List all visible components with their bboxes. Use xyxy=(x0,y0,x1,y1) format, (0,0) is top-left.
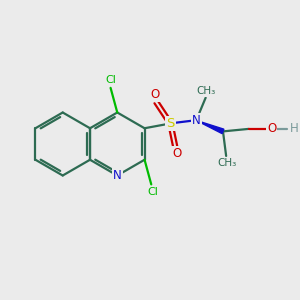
Text: H: H xyxy=(290,122,299,135)
Text: O: O xyxy=(267,122,276,135)
Text: Cl: Cl xyxy=(147,188,158,197)
Text: CH₃: CH₃ xyxy=(196,86,216,96)
Text: O: O xyxy=(150,88,159,101)
Text: O: O xyxy=(172,147,181,160)
Text: N: N xyxy=(192,114,201,127)
Text: S: S xyxy=(166,117,175,130)
Polygon shape xyxy=(196,120,224,134)
Text: N: N xyxy=(113,169,122,182)
Text: Cl: Cl xyxy=(105,75,116,85)
Text: CH₃: CH₃ xyxy=(217,158,236,168)
